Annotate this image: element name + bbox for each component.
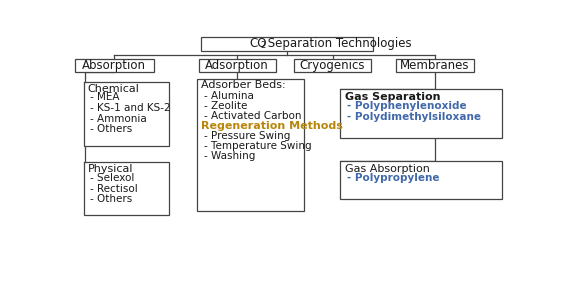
Text: - Activated Carbon: - Activated Carbon [204,110,301,121]
Text: - Pressure Swing: - Pressure Swing [204,131,290,140]
Text: Regeneration Methods: Regeneration Methods [201,121,343,131]
FancyBboxPatch shape [396,59,473,73]
Text: - Others: - Others [90,124,132,134]
Text: - Rectisol: - Rectisol [90,184,138,194]
FancyBboxPatch shape [198,59,276,73]
Text: - Washing: - Washing [204,151,255,161]
FancyBboxPatch shape [75,59,154,73]
Text: - MEA: - MEA [90,92,120,102]
FancyBboxPatch shape [84,82,169,146]
Text: - Polyphenylenoxide: - Polyphenylenoxide [347,101,467,111]
Text: Separation Technologies: Separation Technologies [264,37,411,50]
Text: - Zeolite: - Zeolite [204,101,247,110]
Text: Physical: Physical [88,164,133,175]
Text: Absorption: Absorption [82,59,146,72]
Text: - KS-1 and KS-2: - KS-1 and KS-2 [90,103,171,113]
Text: 2: 2 [260,41,266,50]
FancyBboxPatch shape [201,37,373,51]
FancyBboxPatch shape [340,161,502,199]
Text: Adsorber Beds:: Adsorber Beds: [201,81,285,90]
Text: Gas Absorption: Gas Absorption [345,164,430,174]
Text: Membranes: Membranes [400,59,470,72]
Text: - Temperature Swing: - Temperature Swing [204,140,311,151]
Text: Cryogenics: Cryogenics [300,59,366,72]
Text: - Others: - Others [90,194,132,204]
Text: - Selexol: - Selexol [90,173,134,183]
Text: - Polydimethylsiloxane: - Polydimethylsiloxane [347,112,481,122]
FancyBboxPatch shape [84,162,169,215]
Text: - Polypropylene: - Polypropylene [347,173,440,183]
FancyBboxPatch shape [197,79,304,211]
Text: Adsorption: Adsorption [205,59,269,72]
Text: - Alumina: - Alumina [204,90,254,101]
Text: Chemical: Chemical [88,84,140,94]
Text: Gas Separation: Gas Separation [345,92,441,102]
Text: CO: CO [250,37,267,50]
FancyBboxPatch shape [340,89,502,138]
Text: - Ammonia: - Ammonia [90,114,147,124]
FancyBboxPatch shape [294,59,371,73]
